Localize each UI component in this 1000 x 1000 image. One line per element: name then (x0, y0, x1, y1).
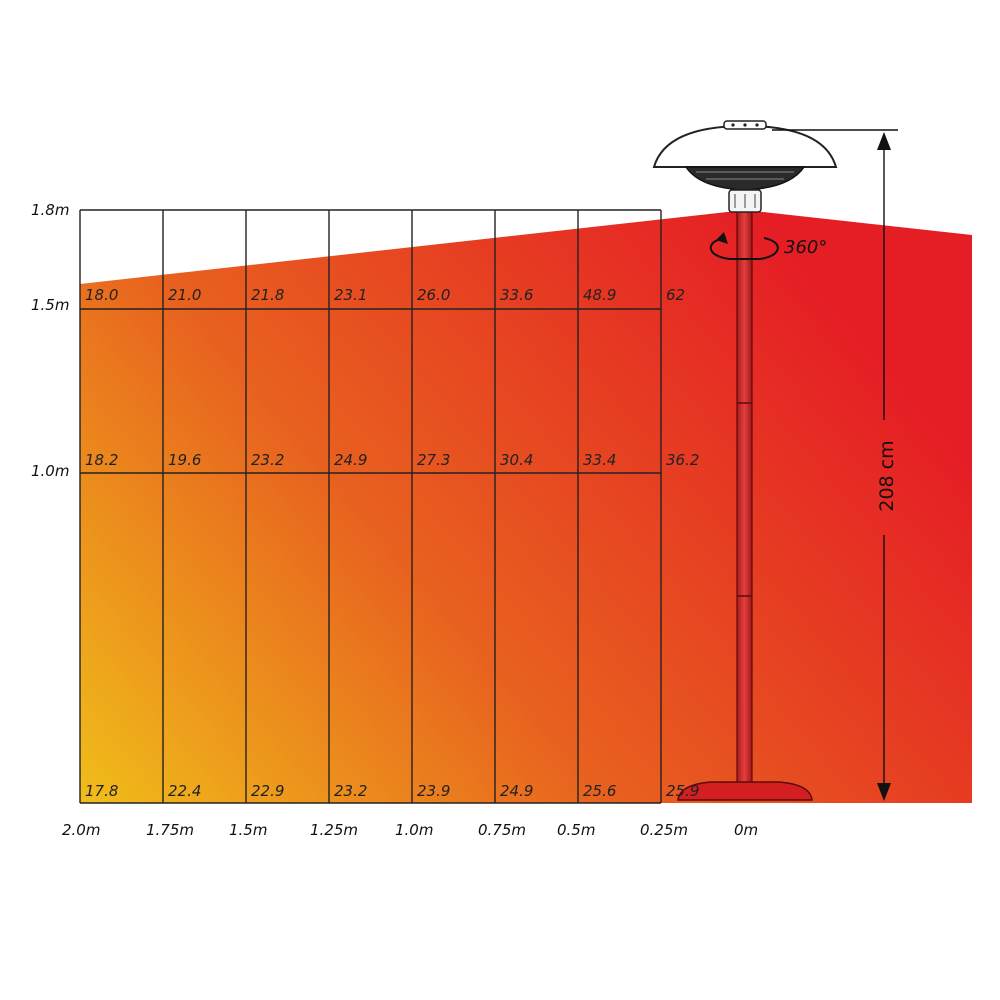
distance-label: 0.75m (478, 821, 526, 839)
temperature-value: 48.9 (583, 286, 616, 304)
distance-label: 0.5m (557, 821, 595, 839)
measurement-grid (79, 209, 662, 804)
temperature-value: 33.6 (500, 286, 533, 304)
height-dimension (772, 129, 898, 801)
distance-label: 0.25m (640, 821, 688, 839)
rotation-arrow-icon (709, 237, 779, 260)
temperature-value: 33.4 (583, 451, 616, 469)
distance-axis: 2.0m 1.75m 1.5m 1.25m 1.0m 0.75m 0.5m 0.25m 0m (62, 821, 758, 839)
patio-heater (652, 120, 838, 801)
temperature-value: 23.9 (417, 782, 450, 800)
temperature-value: 18.2 (85, 451, 118, 469)
height-axis-label: 1.8m (31, 201, 69, 219)
temperature-value: 19.6 (168, 451, 201, 469)
temperature-value: 26.0 (417, 286, 450, 304)
temperature-value: 22.9 (251, 782, 284, 800)
heater-dome (652, 124, 838, 168)
heater-pole (736, 209, 753, 789)
temperature-value: 24.9 (500, 782, 533, 800)
distance-label: 0m (734, 821, 758, 839)
temperature-value: 25.6 (583, 782, 616, 800)
temperature-value: 36.2 (666, 451, 699, 469)
temperature-value: 21.8 (251, 286, 284, 304)
height-label: 208 cm (876, 440, 898, 511)
distance-label: 2.0m (62, 821, 100, 839)
height-axis-label: 1.5m (31, 296, 69, 314)
rotation-indicator: 360° (709, 232, 827, 260)
temperature-values: 18.0 21.0 21.8 23.1 26.0 33.6 48.9 62 18.2 19.6 23… (85, 286, 699, 800)
temperature-value: 18.0 (85, 286, 118, 304)
distance-label: 1.75m (146, 821, 194, 839)
rotation-label: 360° (784, 237, 827, 258)
temperature-value: 24.9 (334, 451, 367, 469)
heater-base (677, 781, 813, 801)
temperature-value: 23.2 (251, 451, 284, 469)
temperature-value: 17.8 (85, 782, 118, 800)
distance-label: 1.25m (310, 821, 358, 839)
temperature-value: 25.9 (666, 782, 699, 800)
temperature-value: 21.0 (168, 286, 201, 304)
height-axis: 1.8m 1.5m 1.0m (31, 201, 69, 480)
arrow-up-icon (877, 132, 891, 150)
distance-label: 1.0m (395, 821, 433, 839)
temperature-value: 23.2 (334, 782, 367, 800)
arrow-down-icon (877, 783, 891, 801)
height-axis-label: 1.0m (31, 462, 69, 480)
temperature-value: 62 (666, 286, 685, 304)
distance-label: 1.5m (229, 821, 267, 839)
temperature-value: 30.4 (500, 451, 533, 469)
temperature-value: 27.3 (417, 451, 450, 469)
temperature-value: 23.1 (334, 286, 367, 304)
temperature-value: 22.4 (168, 782, 201, 800)
